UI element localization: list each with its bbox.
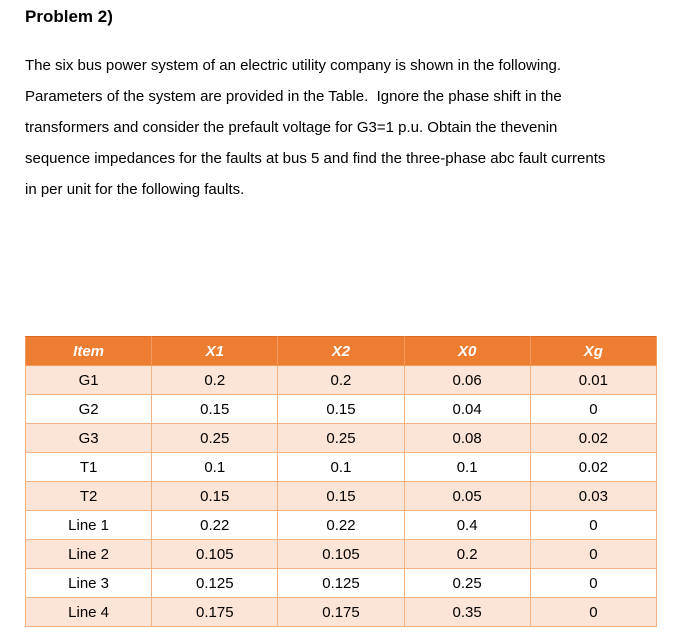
value-cell: 0 bbox=[529, 568, 658, 598]
value-cell: 0 bbox=[529, 539, 658, 569]
table-row: Line 4 0.175 0.175 0.35 0 bbox=[24, 597, 658, 627]
value-cell: 0.2 bbox=[277, 365, 405, 395]
value-cell: 0.25 bbox=[151, 423, 279, 453]
value-cell: 0.125 bbox=[277, 568, 405, 598]
value-cell: 0.35 bbox=[403, 597, 531, 627]
table-row: Line 2 0.105 0.105 0.2 0 bbox=[24, 539, 658, 569]
value-cell: 0.105 bbox=[277, 539, 405, 569]
value-cell: 0.03 bbox=[529, 481, 658, 511]
value-cell: 0 bbox=[529, 394, 658, 424]
value-cell: 0.15 bbox=[151, 394, 279, 424]
value-cell: 0.05 bbox=[403, 481, 531, 511]
table-header-row: Item X1 X2 X0 Xg bbox=[24, 336, 658, 366]
parameters-table-container: Item X1 X2 X0 Xg G1 0.2 0.2 0.06 0.01 G2 0.15 0.15 0… bbox=[24, 336, 658, 627]
paragraph-line: Parameters of the system are provided in… bbox=[25, 88, 562, 105]
value-cell: 0.15 bbox=[277, 394, 405, 424]
value-cell: 0.175 bbox=[151, 597, 279, 627]
table-row: Line 3 0.125 0.125 0.25 0 bbox=[24, 568, 658, 598]
value-cell: 0.15 bbox=[277, 481, 405, 511]
item-cell: Line 1 bbox=[24, 510, 153, 540]
value-cell: 0.25 bbox=[403, 568, 531, 598]
value-cell: 0.1 bbox=[277, 452, 405, 482]
paragraph-line: The six bus power system of an electric … bbox=[25, 57, 562, 74]
table-row: Line 1 0.22 0.22 0.4 0 bbox=[24, 510, 658, 540]
parameters-table: Item X1 X2 X0 Xg G1 0.2 0.2 0.06 0.01 G2 0.15 0.15 0… bbox=[24, 336, 658, 627]
value-cell: 0.04 bbox=[403, 394, 531, 424]
paragraph-line: sequence impedances for the faults at bu… bbox=[25, 150, 606, 167]
item-cell: T2 bbox=[24, 481, 153, 511]
item-cell: Line 4 bbox=[24, 597, 153, 627]
table-row: T1 0.1 0.1 0.1 0.02 bbox=[24, 452, 658, 482]
item-cell: G3 bbox=[24, 423, 153, 453]
problem-heading: Problem 2) bbox=[25, 7, 113, 26]
value-cell: 0.02 bbox=[529, 423, 658, 453]
item-cell: G1 bbox=[24, 365, 153, 395]
value-cell: 0.01 bbox=[529, 365, 658, 395]
table-row: G3 0.25 0.25 0.08 0.02 bbox=[24, 423, 658, 453]
column-header: X0 bbox=[403, 336, 531, 366]
value-cell: 0 bbox=[529, 597, 658, 627]
value-cell: 0.1 bbox=[151, 452, 279, 482]
item-cell: Line 2 bbox=[24, 539, 153, 569]
column-header: X2 bbox=[277, 336, 405, 366]
value-cell: 0.2 bbox=[403, 539, 531, 569]
value-cell: 0.22 bbox=[151, 510, 279, 540]
value-cell: 0.1 bbox=[403, 452, 531, 482]
table-row: T2 0.15 0.15 0.05 0.03 bbox=[24, 481, 658, 511]
value-cell: 0.25 bbox=[277, 423, 405, 453]
item-cell: Line 3 bbox=[24, 568, 153, 598]
problem-statement: The six bus power system of an electric … bbox=[25, 50, 661, 205]
value-cell: 0.105 bbox=[151, 539, 279, 569]
paragraph-line: transformers and consider the prefault v… bbox=[25, 119, 558, 136]
column-header: Xg bbox=[529, 336, 658, 366]
value-cell: 0.02 bbox=[529, 452, 658, 482]
item-cell: T1 bbox=[24, 452, 153, 482]
value-cell: 0.4 bbox=[403, 510, 531, 540]
column-header: Item bbox=[24, 336, 153, 366]
value-cell: 0.125 bbox=[151, 568, 279, 598]
column-header: X1 bbox=[151, 336, 279, 366]
value-cell: 0.06 bbox=[403, 365, 531, 395]
value-cell: 0.2 bbox=[151, 365, 279, 395]
table-row: G1 0.2 0.2 0.06 0.01 bbox=[24, 365, 658, 395]
table-body: G1 0.2 0.2 0.06 0.01 G2 0.15 0.15 0.04 0 G3 0.25 0.2… bbox=[24, 365, 658, 627]
value-cell: 0.15 bbox=[151, 481, 279, 511]
value-cell: 0.175 bbox=[277, 597, 405, 627]
item-cell: G2 bbox=[24, 394, 153, 424]
value-cell: 0 bbox=[529, 510, 658, 540]
table-row: G2 0.15 0.15 0.04 0 bbox=[24, 394, 658, 424]
value-cell: 0.08 bbox=[403, 423, 531, 453]
value-cell: 0.22 bbox=[277, 510, 405, 540]
paragraph-line: in per unit for the following faults. bbox=[25, 181, 245, 198]
